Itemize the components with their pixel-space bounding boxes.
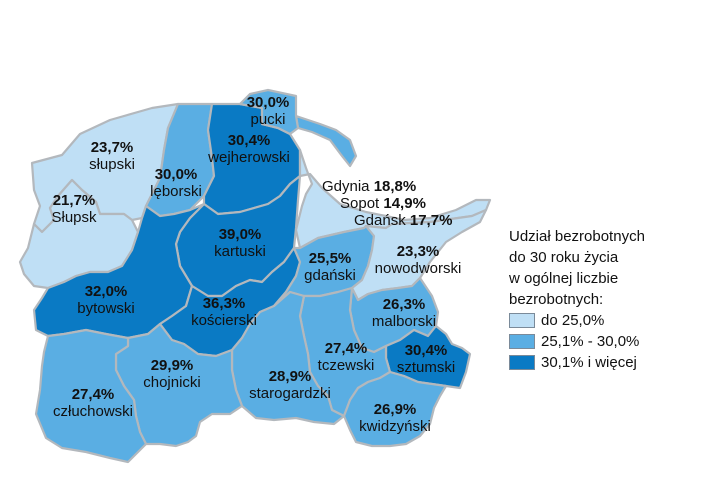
label-malborski: 26,3% malborski [360, 296, 448, 330]
region-hel-peninsula [294, 114, 358, 168]
region-czluchowski [34, 328, 148, 464]
legend-label-low: do 25,0% [541, 312, 605, 329]
value-malborski: 26,3% [382, 296, 426, 313]
legend-title-line-3: w ogólnej liczbie [509, 270, 619, 287]
name-leborski: lęborski [150, 183, 202, 200]
city-gdynia: Gdynia 18,8% [322, 178, 416, 195]
value-pucki: 30,0% [246, 94, 290, 111]
value-czluchowski: 27,4% [71, 386, 115, 403]
name-slupski: słupski [89, 156, 135, 173]
legend-item-high: 30,1% i więcej [509, 352, 645, 373]
name-bytowski: bytowski [77, 300, 135, 317]
legend-title-line-4: bezrobotnych: [509, 291, 604, 308]
region-kwidzynski [342, 370, 448, 448]
legend-label-high: 30,1% i więcej [541, 354, 637, 371]
value-kwidzynski: 26,9% [373, 401, 417, 418]
label-kartuski: 39,0% kartuski [200, 226, 280, 260]
label-gdanski: 25,5% gdański [292, 250, 368, 284]
value-tczewski: 27,4% [324, 340, 368, 357]
city-gdansk-value: 17,7% [409, 212, 453, 229]
value-slupsk: 21,7% [52, 192, 96, 209]
name-gdanski: gdański [304, 267, 356, 284]
label-sztumski: 30,4% sztumski [388, 342, 464, 376]
legend-title-line-2: do 30 roku życia [509, 249, 619, 266]
label-leborski: 30,0% lęborski [144, 166, 208, 200]
label-nowodworski: 23,3% nowodworski [360, 243, 476, 277]
value-chojnicki: 29,9% [150, 357, 194, 374]
name-chojnicki: chojnicki [143, 374, 201, 391]
name-pucki: pucki [250, 111, 286, 128]
name-starogardzki: starogardzki [249, 385, 331, 402]
city-sopot-name: Sopot [340, 195, 380, 212]
city-gdynia-name: Gdynia [322, 178, 370, 195]
legend-swatch-low [509, 313, 535, 328]
value-wejherowski: 30,4% [227, 132, 271, 149]
value-gdanski: 25,5% [308, 250, 352, 267]
label-wejherowski: 30,4% wejherowski [194, 132, 304, 166]
label-bytowski: 32,0% bytowski [66, 283, 146, 317]
region-pucki [238, 88, 300, 136]
city-sopot: Sopot 14,9% [340, 195, 426, 212]
value-bytowski: 32,0% [84, 283, 128, 300]
city-gdansk: Gdańsk 17,7% [354, 212, 452, 229]
label-pucki: 30,0% pucki [236, 94, 300, 128]
label-czluchowski: 27,4% człuchowski [40, 386, 146, 420]
value-leborski: 30,0% [154, 166, 198, 183]
legend-swatch-high [509, 355, 535, 370]
label-tczewski: 27,4% tczewski [306, 340, 386, 374]
name-wejherowski: wejherowski [208, 149, 290, 166]
name-malborski: malborski [371, 313, 437, 330]
legend-swatch-mid [509, 334, 535, 349]
name-nowodworski: nowodworski [374, 260, 462, 277]
city-gdynia-value: 18,8% [373, 178, 417, 195]
label-kwidzynski: 26,9% kwidzyński [346, 401, 444, 435]
label-koscierski: 36,3% kościerski [176, 295, 272, 329]
city-sopot-value: 14,9% [383, 195, 426, 212]
value-kartuski: 39,0% [218, 226, 262, 243]
label-chojnicki: 29,9% chojnicki [130, 357, 214, 391]
label-starogardzki: 28,9% starogardzki [238, 368, 342, 402]
region-starogardzki [230, 290, 346, 426]
label-slupsk: 21,7% Słupsk [42, 192, 106, 226]
label-slupski: 23,7% słupski [80, 139, 144, 173]
legend-item-mid: 25,1% - 30,0% [509, 331, 645, 352]
name-slupsk: Słupsk [51, 209, 97, 226]
legend-label-mid: 25,1% - 30,0% [541, 333, 640, 350]
value-slupski: 23,7% [90, 139, 134, 156]
name-kartuski: kartuski [214, 243, 266, 260]
name-sztumski: sztumski [396, 359, 456, 376]
map-legend: Udział bezrobotnych do 30 roku życia w o… [509, 226, 645, 373]
value-starogardzki: 28,9% [268, 368, 312, 385]
name-czluchowski: człuchowski [52, 403, 134, 420]
value-nowodworski: 23,3% [396, 243, 440, 260]
value-koscierski: 36,3% [202, 295, 246, 312]
name-tczewski: tczewski [317, 357, 375, 374]
name-koscierski: kościerski [191, 312, 257, 329]
legend-item-low: do 25,0% [509, 310, 645, 331]
legend-title-line-1: Udział bezrobotnych [509, 228, 645, 245]
value-sztumski: 30,4% [404, 342, 448, 359]
name-kwidzynski: kwidzyński [359, 418, 431, 435]
city-gdansk-name: Gdańsk [354, 212, 406, 229]
